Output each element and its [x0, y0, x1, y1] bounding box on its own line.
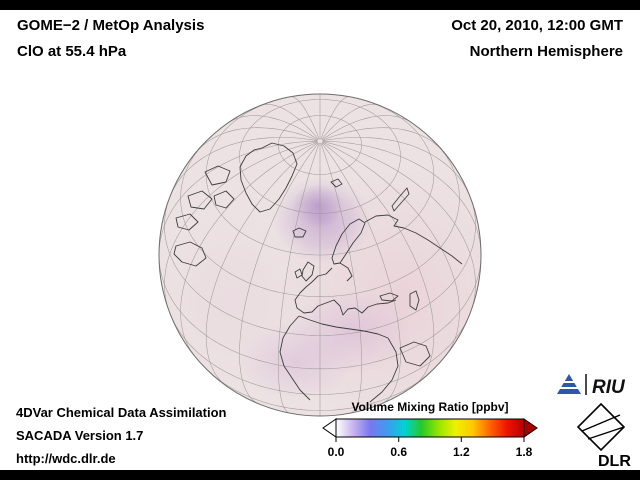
footer-credits: 4DVar Chemical Data Assimilation SACADA …: [16, 401, 227, 470]
continent-outlines: [173, 142, 463, 403]
north-africa-coastline: [298, 315, 389, 339]
great-britain-outline: [301, 261, 315, 282]
colorbar-below-range-arrow: [322, 418, 337, 438]
graticule-line: [320, 143, 362, 414]
ireland-outline: [294, 268, 303, 279]
dlr-logo-text: DLR: [598, 453, 631, 470]
graticule-line: [322, 141, 476, 310]
graticule-line: [321, 142, 401, 404]
graticule-line: [195, 127, 318, 153]
graticule-line: [180, 141, 318, 355]
graticule-line: [169, 137, 318, 198]
graticule-line: [321, 142, 435, 387]
colorbar-above-range-arrow: [523, 418, 538, 438]
header-right: Oct 20, 2010, 12:00 GMT Northern Hemisph…: [451, 13, 623, 65]
novaya-zemlya-outline: [391, 187, 410, 212]
clo-blob-mediterranean: [288, 290, 412, 374]
colorbar-tick-label: 1.2: [452, 445, 470, 459]
riu-logo-graphic: RIU: [557, 374, 626, 398]
africa-east-coastline: [369, 337, 399, 403]
black-sea-outline: [379, 292, 399, 302]
analysis-datetime: Oct 20, 2010, 12:00 GMT: [451, 17, 623, 34]
graticule-line: [322, 140, 481, 254]
riu-logo-text: RIU: [592, 377, 626, 398]
analysis-subtitle: ClO at 55.4 hPa: [17, 43, 127, 60]
footer-assimilation-label: 4DVar Chemical Data Assimilation: [16, 405, 227, 420]
graticule-line: [239, 142, 319, 404]
labrador-coast-outline: [173, 241, 207, 267]
clo-data-overlay: [159, 165, 481, 416]
svalbard-outline: [330, 178, 343, 188]
russia-arctic-coastline: [364, 214, 463, 265]
baltic-coastline: [339, 262, 353, 282]
dlr-logo: DLR: [574, 402, 634, 475]
top-border-bar: [0, 0, 640, 10]
scandinavia-outline: [331, 218, 366, 265]
bottom-border-bar: [0, 470, 640, 480]
riu-emblem-icon: [557, 374, 581, 394]
graticule-line: [322, 127, 445, 153]
africa-west-coastline: [279, 315, 311, 401]
greenland-outline: [239, 142, 298, 213]
colorbar-gradient-bar: [335, 418, 525, 438]
footer-version-label: SACADA Version 1.7: [16, 428, 144, 443]
graticule-line: [278, 143, 320, 414]
graticule-line: [321, 115, 412, 141]
iceland-outline: [292, 227, 307, 238]
arctic-island-outline: [175, 213, 199, 231]
colorbar-tick-label: 0.0: [327, 445, 345, 459]
graticule-line: [259, 104, 319, 140]
header-left: GOME−2 / MetOp Analysis ClO at 55.4 hPa: [17, 13, 204, 65]
colorbar-scale: [322, 418, 538, 442]
globe-contents: [159, 94, 481, 416]
globe-limb: [158, 93, 482, 417]
footer-url-label: http://wdc.dlr.de: [16, 451, 116, 466]
europe-mediterranean-coastline: [294, 267, 397, 316]
analysis-region: Northern Hemisphere: [469, 43, 623, 60]
arctic-island-outline: [204, 165, 231, 186]
graticule-line: [322, 141, 460, 355]
caspian-sea-outline: [409, 290, 420, 311]
clo-blob-norwegian-sea: [292, 184, 344, 228]
graticule-line: [321, 104, 381, 140]
graticule-line: [322, 137, 471, 198]
colorbar-tick-label: 1.8: [515, 445, 533, 459]
arctic-island-outline: [187, 190, 213, 210]
graticule-line: [290, 96, 320, 140]
dlr-logo-graphic: DLR: [576, 402, 631, 470]
graticule-line: [228, 115, 319, 141]
dlr-emblem-icon: [576, 402, 626, 452]
arabia-outline: [399, 341, 431, 367]
graticule-line: [320, 96, 350, 140]
colorbar-title: Volume Mixing Ratio [ppbv]: [351, 400, 509, 414]
baffin-island-outline: [213, 190, 235, 209]
graticule-line: [205, 142, 319, 387]
colorbar-tick-label: 0.6: [390, 445, 408, 459]
riu-logo: RIU: [556, 371, 632, 406]
graticule-grid: [159, 94, 481, 416]
colorbar: 0.0 0.6 1.2 1.8: [322, 418, 538, 460]
analysis-title: GOME−2 / MetOp Analysis: [17, 17, 205, 34]
